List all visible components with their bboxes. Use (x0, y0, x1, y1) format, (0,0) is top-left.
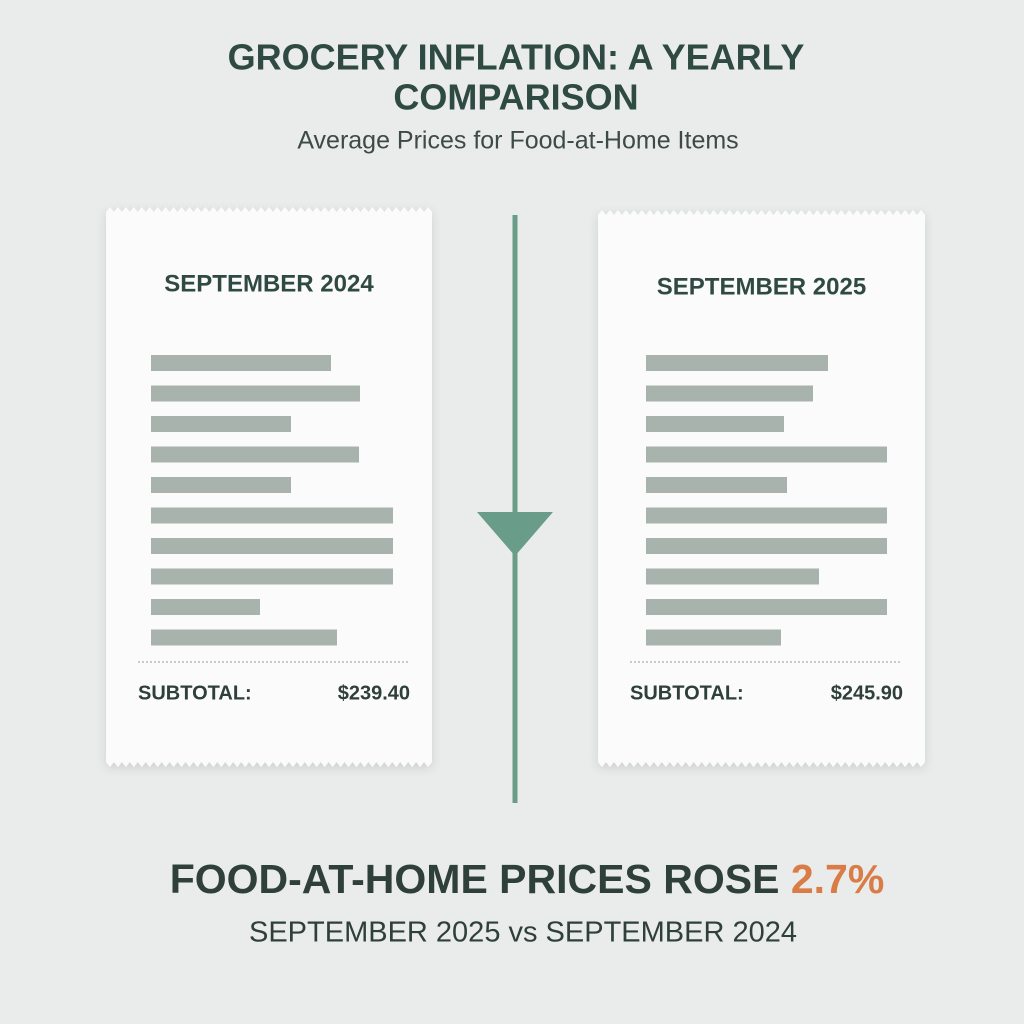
line-item (151, 355, 331, 371)
arrow (477, 512, 553, 556)
subtitle: Average Prices for Food-at-Home Items (297, 127, 738, 155)
line-item (151, 446, 359, 463)
line-item (646, 477, 787, 493)
headline: FOOD-AT-HOME PRICES ROSE 2.7% (170, 856, 885, 902)
subtotal-value: $239.40 (338, 682, 410, 704)
receipts: SEPTEMBER 2024 SUBTOTAL: $239.40 SEPTEMBER … (106, 207, 925, 767)
receipt-title: SEPTEMBER 2024 (164, 270, 374, 297)
line-item (646, 507, 887, 524)
subtotal-value: $245.90 (831, 682, 903, 704)
line-item (646, 629, 781, 646)
line-item (151, 477, 291, 493)
line-item (646, 446, 887, 463)
subtotal-label: SUBTOTAL: (630, 682, 744, 704)
line-item (646, 385, 813, 402)
subtotal-label: SUBTOTAL: (138, 682, 252, 704)
line-item (151, 507, 393, 524)
line-item (646, 355, 828, 371)
title: COMPARISON (393, 77, 638, 118)
line-item (151, 568, 393, 585)
receipt-title: SEPTEMBER 2025 (657, 273, 866, 300)
line-item (646, 416, 784, 432)
line-item (646, 538, 887, 554)
line-item (151, 416, 291, 432)
headline-highlight: 2.7% (791, 856, 884, 902)
line-item (151, 385, 360, 402)
line-item (646, 599, 887, 615)
comparison: SEPTEMBER 2025 vs SEPTEMBER 2024 (249, 917, 797, 949)
line-item (151, 629, 337, 646)
line-item (151, 599, 260, 615)
line-item (151, 538, 393, 554)
line-item (646, 568, 819, 585)
title: GROCERY INFLATION: A YEARLY (228, 37, 805, 78)
headline-lead: FOOD-AT-HOME PRICES ROSE (170, 856, 780, 902)
